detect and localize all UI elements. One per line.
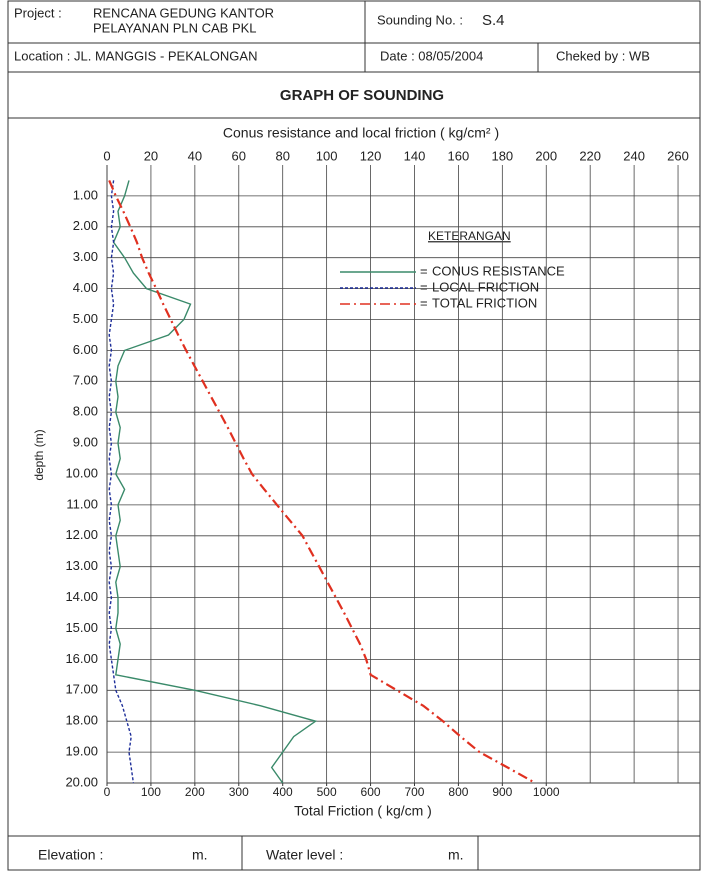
x2-tick-label: 900 [492, 785, 512, 799]
y-tick-label: 11.00 [66, 496, 98, 511]
y-tick-label: 18.00 [65, 713, 98, 728]
x2-tick-label: 0 [104, 785, 111, 799]
x-tick-label: 80 [275, 148, 289, 163]
series-line [114, 180, 316, 783]
x-tick-label: 0 [103, 148, 110, 163]
elevation-label: Elevation : [38, 847, 103, 863]
x2-tick-label: 600 [361, 785, 381, 799]
x2-tick-label: 1000 [533, 785, 560, 799]
y-tick-label: 12.00 [65, 527, 98, 542]
legend-label: TOTAL FRICTION [432, 295, 537, 310]
date: Date : 08/05/2004 [380, 48, 483, 63]
project-name: PELAYANAN PLN CAB PKL [93, 20, 257, 35]
x2-tick-label: 100 [141, 785, 161, 799]
legend-equals: = [420, 279, 428, 294]
y-tick-label: 20.00 [65, 774, 98, 789]
y-tick-label: 5.00 [73, 311, 98, 326]
y-tick-label: 16.00 [65, 651, 98, 666]
sounding-sheet: Project : RENCANA GEDUNG KANTOR PELAYANA… [0, 0, 701, 871]
legend-title: KETERANGAN [428, 229, 511, 243]
x2-tick-label: 500 [317, 785, 337, 799]
checked-by: Cheked by : WB [556, 48, 650, 63]
x-tick-label: 220 [579, 148, 601, 163]
x2-tick-label: 800 [448, 785, 468, 799]
x-tick-label: 20 [144, 148, 158, 163]
y-tick-label: 10.00 [65, 465, 98, 480]
series-line [109, 180, 133, 783]
sounding-no: S.4 [482, 12, 505, 29]
water-unit: m. [448, 847, 464, 863]
x-tick-label: 140 [404, 148, 426, 163]
x-tick-label: 100 [316, 148, 338, 163]
y-tick-label: 3.00 [73, 249, 98, 264]
x2-tick-label: 200 [185, 785, 205, 799]
chart-title: GRAPH OF SOUNDING [280, 87, 444, 104]
x2-axis-title: Total Friction ( kg/cm ) [294, 803, 432, 819]
y-tick-label: 14.00 [65, 589, 98, 604]
x-tick-label: 120 [360, 148, 382, 163]
legend-label: CONUS RESISTANCE [432, 263, 565, 278]
legend-equals: = [420, 295, 428, 310]
legend-equals: = [420, 263, 428, 278]
x2-tick-label: 300 [229, 785, 249, 799]
x2-tick-label: 400 [273, 785, 293, 799]
water-label: Water level : [266, 847, 343, 863]
y-tick-label: 9.00 [73, 435, 98, 450]
y-tick-label: 4.00 [73, 280, 98, 295]
legend-label: LOCAL FRICTION [432, 279, 539, 294]
project-label: Project : [14, 5, 62, 20]
x-tick-label: 200 [535, 148, 557, 163]
x-tick-label: 40 [188, 148, 202, 163]
y-tick-label: 19.00 [65, 744, 98, 759]
y-tick-label: 6.00 [73, 342, 98, 357]
x-tick-label: 60 [232, 148, 246, 163]
sounding-label: Sounding No. : [377, 12, 463, 27]
y-tick-label: 15.00 [65, 620, 98, 635]
x-axis-title: Conus resistance and local friction ( kg… [223, 125, 499, 141]
x-tick-label: 260 [667, 148, 689, 163]
project-name: RENCANA GEDUNG KANTOR [93, 5, 274, 20]
y-tick-label: 2.00 [73, 218, 98, 233]
y-tick-label: 7.00 [73, 373, 98, 388]
x-tick-label: 180 [491, 148, 513, 163]
location: Location : JL. MANGGIS - PEKALONGAN [14, 48, 257, 63]
x-tick-label: 160 [448, 148, 470, 163]
y-tick-label: 8.00 [73, 404, 98, 419]
y-tick-label: 17.00 [65, 682, 98, 697]
x2-tick-label: 700 [404, 785, 424, 799]
x-tick-label: 240 [623, 148, 645, 163]
y-tick-label: 13.00 [65, 558, 98, 573]
y-axis-title: depth (m) [32, 429, 46, 480]
y-tick-label: 1.00 [73, 187, 98, 202]
elevation-unit: m. [192, 847, 208, 863]
